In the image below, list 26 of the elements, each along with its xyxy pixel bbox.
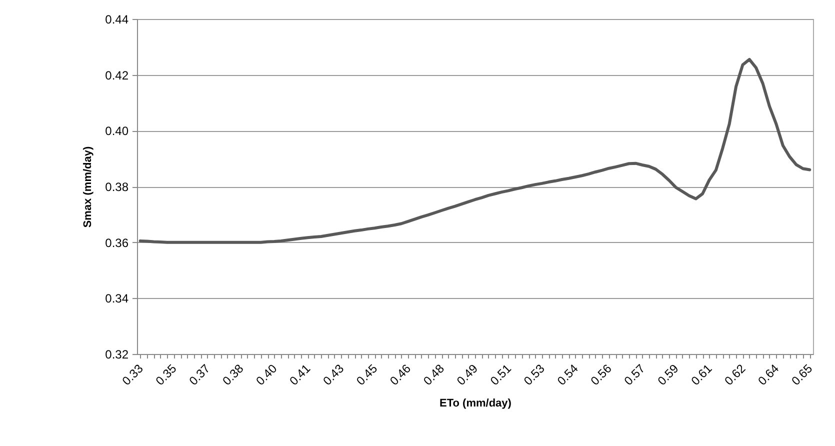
y-tick-label: 0.38 (105, 180, 129, 194)
x-tick-label: 0.54 (554, 361, 582, 388)
y-tick-label: 0.34 (105, 292, 129, 306)
x-tick-label: 0.56 (588, 361, 615, 388)
x-tick-label: 0.38 (220, 361, 246, 388)
x-tick-label: 0.53 (520, 361, 548, 388)
x-tick-label: 0.33 (119, 361, 146, 388)
y-tick-label: 0.42 (105, 68, 129, 82)
x-tick-label: 0.51 (488, 361, 514, 388)
x-tick-label: 0.49 (454, 361, 481, 388)
x-axis-title: ETo (mm/day) (440, 397, 512, 410)
x-tick-label: 0.59 (654, 361, 682, 388)
x-tick-label: 0.46 (387, 361, 414, 388)
y-tick-label: 0.40 (105, 124, 129, 138)
line-series (138, 58, 812, 244)
y-tick-label: 0.36 (105, 236, 129, 250)
x-tick-label: 0.62 (722, 361, 748, 388)
x-tick-label: 0.64 (755, 361, 782, 388)
y-tick-label: 0.44 (105, 12, 129, 26)
y-tick-label: 0.32 (105, 348, 129, 362)
x-tick-label: 0.43 (320, 361, 347, 388)
x-tick-label: 0.40 (253, 361, 280, 388)
x-tick-label: 0.61 (688, 361, 715, 388)
y-axis-title: Smax (mm/day) (82, 146, 94, 228)
x-tick-label: 0.48 (420, 361, 448, 388)
x-tick-label: 0.41 (286, 361, 314, 388)
